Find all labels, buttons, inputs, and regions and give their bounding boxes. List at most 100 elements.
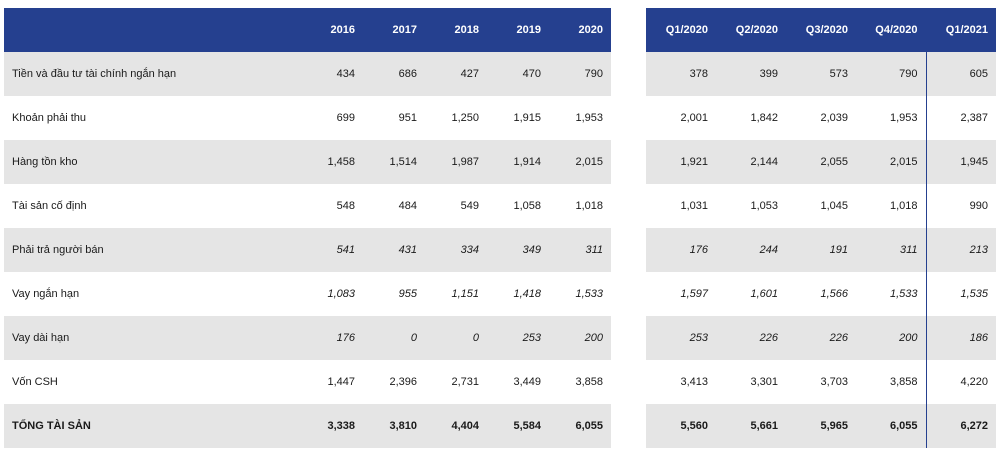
table-row: 5,560 5,661 5,965 6,055 6,272 xyxy=(646,404,996,448)
annual-value-cell: 0 xyxy=(425,316,487,360)
quarterly-value-cell: 5,560 xyxy=(646,404,716,448)
table-row: 2,001 1,842 2,039 1,953 2,387 xyxy=(646,96,996,140)
annual-value-cell: 349 xyxy=(487,228,549,272)
annual-value-cell: 1,058 xyxy=(513,200,541,212)
quarterly-value-cell: 990 xyxy=(925,184,996,228)
quarter-header: Q1/2020 xyxy=(646,8,716,52)
quarterly-value-cell: 4,220 xyxy=(925,360,996,404)
table-row: 253 226 226 200 186 xyxy=(646,316,996,360)
annual-value-cell: 6,055 xyxy=(549,404,611,448)
annual-value-cell: 2,015 xyxy=(549,140,611,184)
year-header: 2017 xyxy=(363,8,425,52)
quarterly-value-cell: 1,945 xyxy=(925,140,996,184)
quarterly-value-cell: 244 xyxy=(716,228,786,272)
annual-value-cell: 541 xyxy=(301,228,363,272)
quarterly-value-cell: 6,055 xyxy=(856,404,926,448)
table-row: 1,921 2,144 2,055 2,015 1,945 xyxy=(646,140,996,184)
row-label: Phải trả người bán xyxy=(4,228,301,272)
annual-value-cell: 549 xyxy=(460,200,479,212)
annual-value-cell: 1,018 xyxy=(575,200,603,212)
table-row: 176 244 191 311 213 xyxy=(646,228,996,272)
quarterly-value-cell: 3,301 xyxy=(750,376,778,388)
annual-value-cell: 3,858 xyxy=(575,376,603,388)
annual-value-cell: 5,584 xyxy=(487,404,549,448)
quarterly-value-cell: 1,045 xyxy=(820,200,848,212)
quarterly-value-cell: 790 xyxy=(856,52,926,96)
annual-value-cell: 548 xyxy=(336,200,355,212)
annual-value-cell: 4,404 xyxy=(425,404,487,448)
quarterly-value-cell: 226 xyxy=(786,316,856,360)
row-label: Hàng tồn kho xyxy=(4,140,301,184)
table-row: Tài sản cố định 548 484 549 1,058 1,018 xyxy=(4,184,611,228)
year-header: 2019 xyxy=(487,8,549,52)
year-header: 2016 xyxy=(301,8,363,52)
quarterly-value-cell: 1,031 xyxy=(680,200,708,212)
table-row: Phải trả người bán 541 431 334 349 311 xyxy=(4,228,611,272)
quarterly-value-cell: 5,965 xyxy=(786,404,856,448)
quarterly-value-cell: 2,144 xyxy=(716,140,786,184)
annual-value-cell: 311 xyxy=(549,228,611,272)
table-row: 378 399 573 790 605 xyxy=(646,52,996,96)
quarterly-value-cell: 399 xyxy=(716,52,786,96)
table-row: Hàng tồn kho 1,458 1,514 1,987 1,914 2,015 xyxy=(4,140,611,184)
annual-value-cell: 434 xyxy=(301,52,363,96)
annual-value-cell: 176 xyxy=(301,316,363,360)
annual-value-cell: 1,533 xyxy=(575,288,603,300)
quarterly-value-cell: 226 xyxy=(716,316,786,360)
quarterly-value-cell: 3,413 xyxy=(680,376,708,388)
annual-value-cell: 1,953 xyxy=(575,112,603,124)
quarterly-value-cell: 1,053 xyxy=(750,200,778,212)
quarterly-value-cell: 2,039 xyxy=(820,112,848,124)
quarterly-value-cell: 3,703 xyxy=(820,376,848,388)
quarter-header: Q2/2020 xyxy=(716,8,786,52)
annual-value-cell: 1,418 xyxy=(513,288,541,300)
quarter-header: Q4/2020 xyxy=(856,8,926,52)
quarterly-value-cell: 5,661 xyxy=(716,404,786,448)
annual-value-cell: 3,449 xyxy=(513,376,541,388)
quarterly-value-cell: 6,272 xyxy=(925,404,996,448)
annual-value-cell: 253 xyxy=(487,316,549,360)
annual-value-cell: 790 xyxy=(549,52,611,96)
label-header xyxy=(4,8,301,52)
quarterly-value-cell: 378 xyxy=(646,52,716,96)
quarterly-value-cell: 573 xyxy=(786,52,856,96)
quarterly-value-cell: 2,387 xyxy=(925,96,996,140)
row-label: TỔNG TÀI SẢN xyxy=(4,404,301,448)
table-row: 1,597 1,601 1,566 1,533 1,535 xyxy=(646,272,996,316)
quarterly-value-cell: 2,015 xyxy=(856,140,926,184)
annual-value-cell: 686 xyxy=(363,52,425,96)
quarterly-value-cell: 3,858 xyxy=(889,376,918,388)
quarterly-value-cell: 213 xyxy=(925,228,996,272)
annual-value-cell: 427 xyxy=(425,52,487,96)
annual-value-cell: 431 xyxy=(363,228,425,272)
row-label: Tài sản cố định xyxy=(12,200,87,212)
annual-value-cell: 1,987 xyxy=(425,140,487,184)
quarterly-value-cell: 1,601 xyxy=(750,288,778,300)
annual-value-cell: 1,915 xyxy=(513,112,541,124)
row-label: Tiền và đầu tư tài chính ngắn hạn xyxy=(4,52,301,96)
quarterly-header-row: Q1/2020 Q2/2020 Q3/2020 Q4/2020 Q1/2021 xyxy=(646,8,996,52)
quarterly-value-cell: 253 xyxy=(646,316,716,360)
table-row: Vay dài hạn 176 0 0 253 200 xyxy=(4,316,611,360)
quarterly-value-cell: 2,001 xyxy=(680,112,708,124)
annual-header-row: 2016 2017 2018 2019 2020 xyxy=(4,8,611,52)
annual-value-cell: 951 xyxy=(398,112,417,124)
quarterly-value-cell: 1,018 xyxy=(889,200,918,212)
quarterly-value-cell: 1,566 xyxy=(820,288,848,300)
annual-value-cell: 3,338 xyxy=(301,404,363,448)
quarter-header: Q1/2021 xyxy=(925,8,996,52)
annual-value-cell: 699 xyxy=(336,112,355,124)
quarterly-value-cell: 186 xyxy=(925,316,996,360)
annual-value-cell: 484 xyxy=(398,200,417,212)
quarterly-value-cell: 1,953 xyxy=(889,112,918,124)
annual-value-cell: 1,514 xyxy=(363,140,425,184)
annual-value-cell: 0 xyxy=(363,316,425,360)
annual-value-cell: 470 xyxy=(487,52,549,96)
annual-value-cell: 2,731 xyxy=(451,376,479,388)
quarterly-value-cell: 1,535 xyxy=(925,272,996,316)
annual-value-cell: 1,250 xyxy=(451,112,479,124)
row-label: Khoản phải thu xyxy=(12,112,87,124)
quarterly-value-cell: 1,842 xyxy=(750,112,778,124)
quarterly-value-cell: 311 xyxy=(856,228,926,272)
quarterly-value-cell: 1,597 xyxy=(680,288,708,300)
